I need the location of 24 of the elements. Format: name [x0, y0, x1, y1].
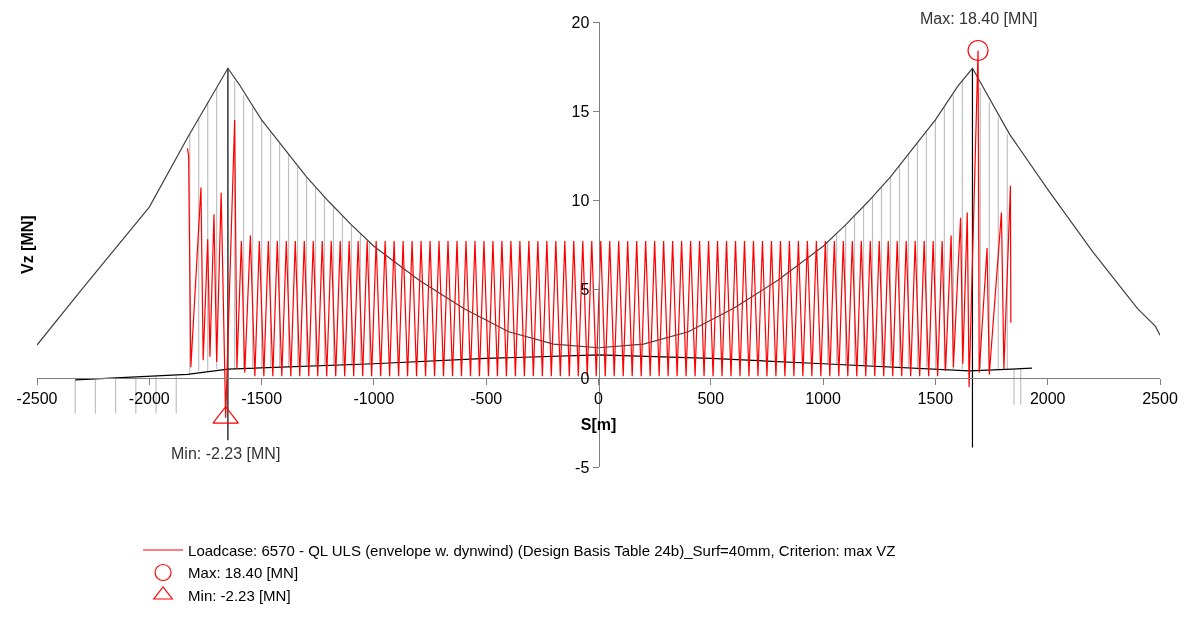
- annotation: Min: -2.23 [MN]: [171, 445, 281, 462]
- x-tick-label: 2000: [1029, 390, 1066, 408]
- y-tick-label: 0: [580, 369, 590, 387]
- y-tick-label: -5: [575, 458, 590, 476]
- x-tick-label: 0: [594, 390, 604, 408]
- x-tick-label: 1000: [805, 390, 841, 408]
- y-tick-label: 15: [571, 102, 590, 120]
- legend-label: Loadcase: 6570 - QL ULS (envelope w. dynwind) (Design Basis Table 24b)_Surf=40mm, Criterion: max VZ: [188, 541, 896, 559]
- x-tick-label: -2500: [16, 390, 58, 408]
- x-tick-label: -500: [470, 390, 503, 408]
- y-tick-label: 20: [571, 13, 590, 31]
- y-axis-title: Vz [MN]: [19, 215, 36, 274]
- x-tick-label: 500: [697, 390, 725, 408]
- legend-label: Min: -2.23 [MN]: [188, 586, 291, 604]
- x-tick-label: -1500: [241, 390, 283, 408]
- y-tick-label: 10: [571, 191, 590, 209]
- legend-label: Max: 18.40 [MN]: [188, 564, 299, 582]
- x-tick-label: 1500: [917, 390, 954, 408]
- x-tick-label: -1000: [353, 390, 395, 408]
- line-series: [37, 67, 1160, 349]
- x-tick-label: 2500: [1142, 390, 1178, 408]
- x-tick-label: -2000: [128, 390, 170, 408]
- annotation: Max: 18.40 [MN]: [920, 10, 1038, 27]
- x-axis-title: S[m]: [580, 415, 617, 433]
